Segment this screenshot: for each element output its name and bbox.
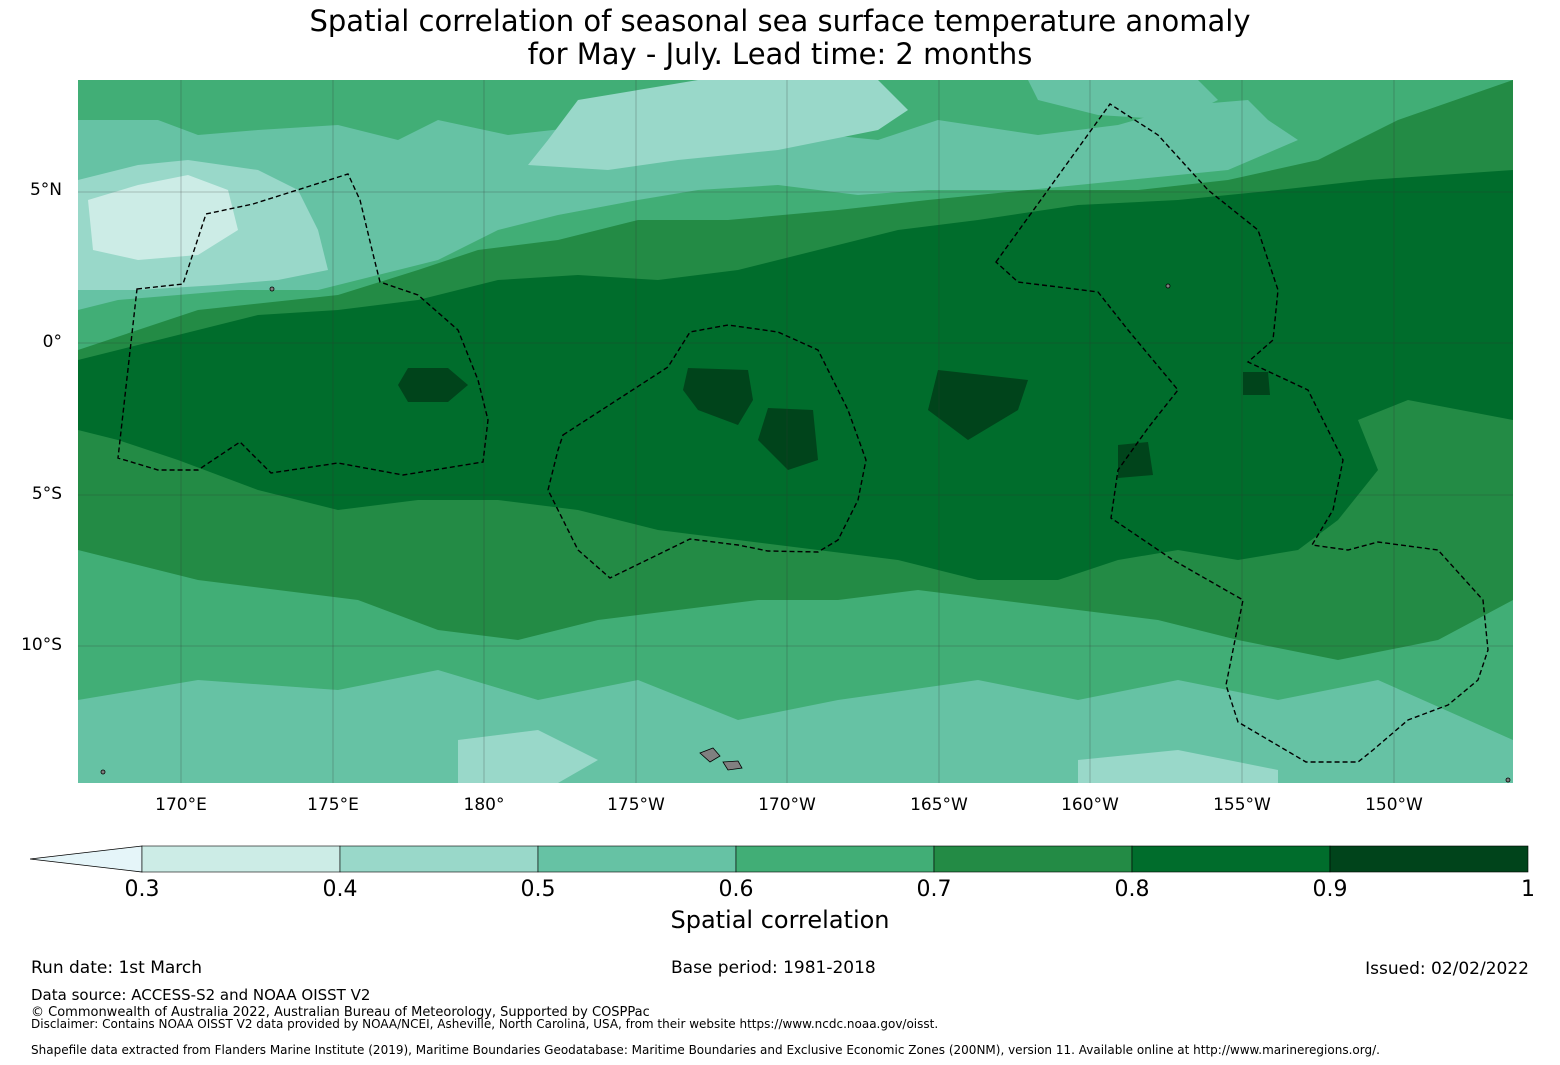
island: [269, 286, 275, 292]
lon-label-175e: 175°E: [307, 795, 359, 815]
lon-label-175w: 175°W: [607, 795, 665, 815]
colorbar-label: Spatial correlation: [670, 906, 890, 934]
colorbar-segment-5: [1131, 845, 1331, 873]
island-savaii: [722, 760, 743, 771]
colorbar-tick-1: 1: [1521, 877, 1535, 902]
colorbar-tick-0.4: 0.4: [322, 877, 358, 902]
lat-label-5s: 5°S: [31, 484, 62, 504]
run-date: Run date: 1st March: [31, 958, 203, 978]
colorbar-tick-0.8: 0.8: [1114, 877, 1150, 902]
eez-boundaries: [117, 103, 1489, 763]
colorbar-segment-4: [933, 845, 1133, 873]
corr-band-040-050: [1078, 750, 1278, 783]
corr-band-090-100: [398, 368, 468, 402]
corr-band-050-060: [78, 100, 1298, 310]
lon-label-160w: 160°W: [1061, 795, 1119, 815]
eez-boundary-kiribati-gilberts: [117, 173, 489, 476]
colorbar-tick-0.5: 0.5: [520, 877, 556, 902]
corr-band-030-040: [88, 175, 238, 260]
colorbar-tick-0.7: 0.7: [916, 877, 952, 902]
colorbar-tick-0.3: 0.3: [124, 877, 160, 902]
corr-band-080-090: [78, 170, 1513, 580]
colorbar-segment-3: [735, 845, 935, 873]
eez-boundary-kiribati-line: [995, 103, 1489, 763]
copyright: © Commonwealth of Australia 2022, Austra…: [31, 1005, 650, 1020]
data-source: Data source: ACCESS-S2 and NOAA OISST V2: [31, 986, 371, 1004]
lon-label-180: 180°: [463, 795, 505, 815]
corr-band-090-100: [1118, 442, 1153, 478]
islands: [100, 283, 1511, 783]
shapefile-credit: Shapefile data extracted from Flanders M…: [31, 1043, 1380, 1057]
lon-label-170e: 170°E: [155, 795, 207, 815]
lat-label-5n: 5°N: [29, 180, 62, 200]
island: [1505, 777, 1511, 783]
base-period: Base period: 1981-2018: [671, 958, 876, 978]
corr-band-040-050: [528, 80, 908, 170]
colorbar-segment-0: [141, 845, 341, 873]
colorbar-tick-0.9: 0.9: [1312, 877, 1348, 902]
gridlines: [78, 80, 1513, 783]
map-title-line2: for May - July. Lead time: 2 months: [527, 37, 1033, 71]
disclaimer: Disclaimer: Contains NOAA OISST V2 data …: [31, 1017, 939, 1031]
lat-label-10s: 10°S: [21, 635, 62, 655]
lon-label-155w: 155°W: [1213, 795, 1271, 815]
map-title-line1: Spatial correlation of seasonal sea surf…: [309, 4, 1251, 38]
lon-label-165w: 165°W: [910, 795, 968, 815]
colorbar-tick-0.6: 0.6: [718, 877, 754, 902]
colorbar-segment-6: [1329, 845, 1529, 873]
colorbar-extend-arrow: [30, 845, 143, 873]
correlation-map: [78, 80, 1513, 783]
island: [100, 769, 106, 775]
colorbar-segment-2: [537, 845, 737, 873]
lon-label-150w: 150°W: [1365, 795, 1423, 815]
colorbar-segment-1: [339, 845, 539, 873]
lat-label-0: 0°: [42, 332, 62, 352]
corr-band-090-100: [928, 370, 1028, 440]
island: [1165, 283, 1171, 289]
corr-band-090-100: [683, 368, 753, 425]
island-upolu: [699, 747, 721, 763]
corr-band-090-100: [758, 408, 818, 470]
corr-band-040-050: [458, 730, 598, 783]
issued-date: Issued: 02/02/2022: [1365, 959, 1529, 979]
corr-band-090-100: [1243, 372, 1270, 395]
eez-boundary-tokelau-samoa: [547, 324, 867, 579]
corr-band-050-060: [1028, 80, 1218, 120]
colorbar: [30, 845, 1529, 873]
lon-label-170w: 170°W: [758, 795, 816, 815]
